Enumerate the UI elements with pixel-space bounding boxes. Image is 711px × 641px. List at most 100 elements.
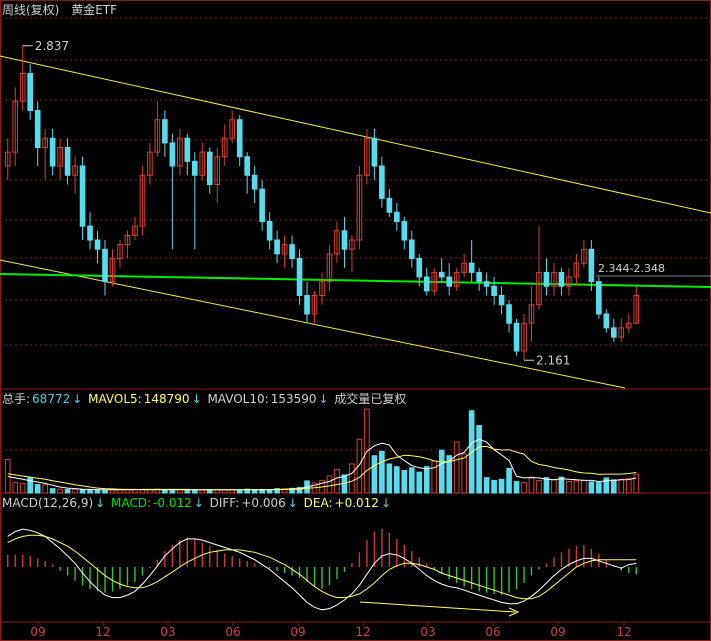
candle-body — [102, 248, 108, 283]
volume-bar — [394, 466, 400, 494]
candle-body — [266, 221, 273, 241]
candle-body — [244, 156, 250, 176]
candle-body — [371, 137, 378, 167]
x-axis-label: 09 — [30, 625, 45, 639]
volume-bar — [431, 460, 438, 494]
x-axis-label: 12 — [95, 625, 110, 639]
candle-body — [289, 244, 295, 259]
volume-bar — [558, 476, 565, 494]
volume-bar — [57, 488, 63, 494]
volume-bar — [356, 438, 363, 494]
candle-body — [221, 137, 228, 158]
candle-body — [633, 295, 640, 324]
x-axis-label: 09 — [290, 625, 305, 639]
volume-bar — [64, 488, 71, 494]
down-arrow-icon: ↓ — [191, 392, 202, 406]
volume-bar — [371, 455, 378, 494]
candle-body — [379, 165, 385, 199]
candle-body — [491, 285, 497, 296]
upper-trendline — [0, 55, 711, 214]
volume-bar — [147, 489, 153, 494]
candle-body — [304, 295, 310, 315]
volume-bar — [596, 482, 602, 494]
volume-bar — [229, 489, 236, 494]
volume-bar — [12, 482, 19, 494]
mavol5-value: 148790 — [143, 392, 190, 406]
volume-bar — [476, 425, 482, 494]
dea-label: DEA: — [303, 496, 333, 510]
candle-body — [513, 322, 520, 352]
volume-bar — [4, 459, 11, 494]
candle-body — [603, 313, 610, 329]
candle-body — [274, 239, 280, 255]
volume-bar — [221, 489, 228, 494]
candle-body — [453, 271, 460, 287]
volume-bar — [102, 489, 108, 494]
candle-body — [64, 147, 71, 176]
candle-body — [42, 137, 48, 148]
candle-body — [394, 211, 400, 222]
instrument-name: 黄金ETF — [71, 3, 118, 17]
candle-body — [124, 234, 131, 246]
candle-body — [184, 137, 191, 162]
candle-body — [4, 151, 11, 167]
volume-bar — [416, 471, 423, 494]
candle-body — [191, 160, 198, 176]
volume-bar — [191, 489, 198, 494]
volume-bar — [438, 449, 445, 494]
volume-adjusted-note: 成交量已复权 — [334, 392, 407, 406]
candle-body — [573, 262, 580, 278]
down-arrow-icon: ↓ — [287, 496, 298, 510]
candle-body — [349, 239, 355, 250]
candle-body — [19, 73, 26, 102]
down-arrow-icon: ↓ — [318, 392, 329, 406]
x-axis-label: 03 — [420, 625, 435, 639]
volume-bar — [386, 463, 393, 494]
candle-body — [498, 295, 505, 306]
low-price-label: 2.161 — [536, 353, 570, 367]
volume-bar — [94, 489, 101, 494]
diff-label: DIFF: — [209, 496, 240, 510]
x-axis-label: 06 — [485, 625, 500, 639]
volume-bar — [364, 408, 370, 494]
candle-body — [446, 276, 453, 287]
volume-bar — [349, 463, 355, 494]
down-arrow-icon: ↓ — [95, 496, 106, 510]
candle-body — [296, 258, 303, 296]
candle-body — [543, 271, 550, 287]
mavol10-value: 153590 — [270, 392, 317, 406]
candle-body — [401, 221, 408, 241]
candle-body — [236, 119, 243, 158]
support-line — [0, 273, 711, 288]
candle-body — [341, 230, 348, 250]
candle-body — [438, 271, 445, 278]
mavol10-line — [7, 445, 637, 491]
volume-bar — [34, 484, 41, 494]
candle-body — [551, 271, 557, 287]
candle-body — [169, 142, 176, 167]
candle-body — [72, 165, 78, 176]
x-axis-label: 12 — [616, 625, 631, 639]
volume-bar — [521, 482, 527, 494]
candle-body — [49, 137, 56, 167]
volume-bar — [27, 477, 34, 494]
volume-bar — [528, 476, 535, 494]
volume-bar — [334, 468, 340, 494]
volume-bar — [19, 483, 26, 494]
candle-body — [408, 239, 415, 259]
candle-body — [536, 271, 542, 306]
candle-body — [109, 258, 116, 283]
volume-bar — [536, 479, 542, 494]
volume-bar — [401, 470, 408, 494]
candle-body — [558, 271, 565, 287]
candle-body — [311, 295, 318, 315]
macd-label: MACD: — [111, 496, 152, 510]
volume-bar — [461, 453, 467, 494]
x-axis-label: 06 — [225, 625, 240, 639]
candle-body — [319, 281, 325, 296]
volume-bar — [49, 488, 56, 494]
volume-bar — [214, 489, 221, 494]
high-price-label: 2.837 — [35, 39, 69, 53]
candle-body — [147, 151, 153, 176]
